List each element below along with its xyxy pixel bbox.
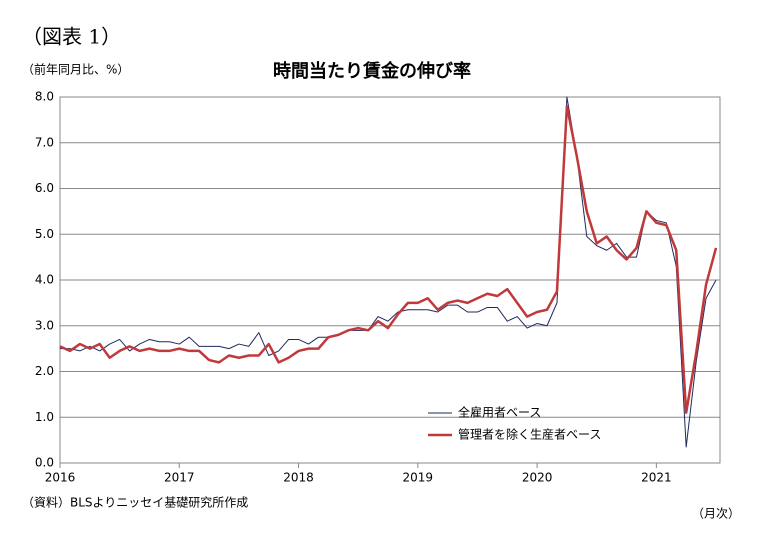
x-tick-label: 2020 bbox=[522, 471, 553, 485]
series-line bbox=[59, 104, 718, 414]
y-tick-label: 2.0 bbox=[35, 364, 54, 378]
series-line bbox=[60, 96, 717, 448]
x-tick-label: 2017 bbox=[164, 471, 195, 485]
y-tick-label: 1.0 bbox=[35, 410, 54, 424]
x-tick-label: 2018 bbox=[283, 471, 314, 485]
figure-label: （図表 1） bbox=[22, 25, 121, 49]
y-tick-label: 3.0 bbox=[35, 318, 54, 332]
y-axis-label: （前年同月比、%） bbox=[22, 62, 129, 77]
x-tick-label: 2016 bbox=[45, 471, 76, 485]
y-tick-label: 5.0 bbox=[35, 227, 54, 241]
y-tick-label: 0.0 bbox=[35, 456, 54, 470]
chart-title: 時間当たり賃金の伸び率 bbox=[273, 60, 471, 82]
x-axis-label: （月次） bbox=[692, 507, 740, 521]
legend-label: 管理者を除く生産者ベース bbox=[458, 427, 601, 442]
source: （資料）BLSよりニッセイ基礎研究所作成 bbox=[22, 495, 248, 510]
y-tick-label: 6.0 bbox=[35, 181, 54, 195]
y-tick-label: 4.0 bbox=[35, 273, 54, 287]
y-tick-label: 8.0 bbox=[35, 90, 54, 104]
legend-label: 全雇用者ベース bbox=[458, 405, 541, 420]
x-tick-label: 2019 bbox=[403, 471, 434, 485]
x-tick-label: 2021 bbox=[641, 471, 672, 485]
y-tick-label: 7.0 bbox=[35, 135, 54, 149]
